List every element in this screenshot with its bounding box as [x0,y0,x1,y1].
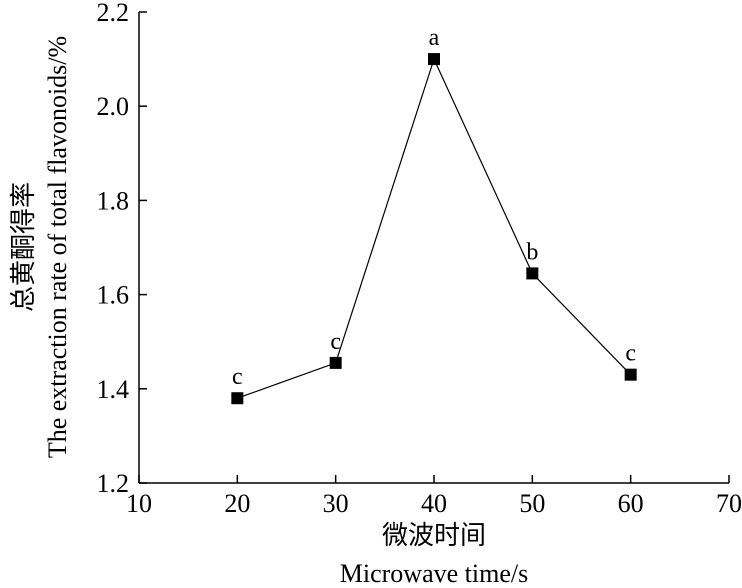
y-tick-label: 2.0 [97,92,130,121]
y-axis-title: The extraction rate of total flavonoids/… [43,36,72,458]
y-tick-label: 1.6 [97,281,130,310]
data-label: b [526,239,538,265]
x-tick-label: 30 [323,489,349,518]
x-axis-title-cn: 微波时间 [382,521,486,550]
data-label: c [232,364,243,390]
y-tick-label: 1.8 [97,186,130,215]
x-tick-label: 10 [126,489,152,518]
y-axis-title-cn: 总黄酮得率 [9,182,38,312]
x-tick-label: 40 [421,489,447,518]
y-tick-label: 1.2 [97,469,130,498]
x-tick-label: 70 [716,489,742,518]
data-label: a [429,25,440,51]
series: c c a b c [231,25,637,405]
x-tick-label: 20 [224,489,250,518]
axes [138,12,729,484]
x-tick-label: 60 [618,489,644,518]
y-tick-label: 2.2 [97,0,130,27]
x-axis-title: Microwave time/s [340,559,528,588]
data-point [428,53,440,66]
y-tick-label: 1.4 [97,375,130,404]
data-point [329,356,342,369]
x-tick-label: 50 [519,489,545,518]
series-line [237,57,632,399]
data-label: c [330,329,341,355]
data-point [526,267,539,280]
ticks: 10 20 30 40 50 60 70 1.2 1.4 1.6 1.8 2.0 2.2 [97,0,742,518]
data-point [624,368,637,381]
data-label: c [625,341,636,367]
data-point [231,392,244,405]
